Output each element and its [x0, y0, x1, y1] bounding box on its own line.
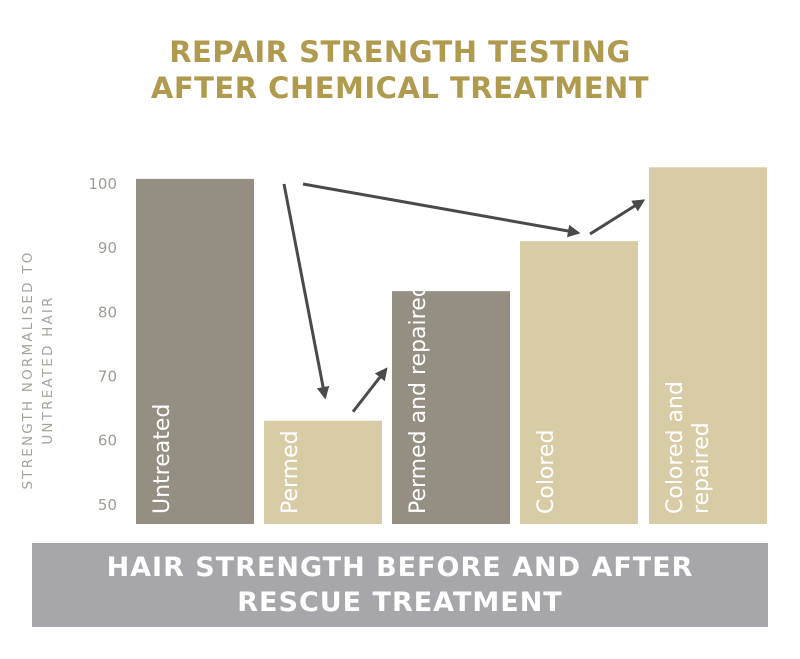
bar-label-untreated: Untreated	[150, 404, 175, 514]
arrows-group	[282, 182, 646, 413]
arrow-colored-to-colored-and-repaired	[589, 199, 646, 236]
y-tick-label-50: 50	[98, 496, 117, 514]
y-tick-label-90: 90	[98, 239, 117, 257]
banner-line-1: HAIR STRENGTH BEFORE AND AFTER	[106, 552, 694, 583]
y-ticks-group: 50 60 70 80 90 100	[88, 175, 117, 514]
y-tick-label-80: 80	[98, 303, 117, 321]
bar-colored	[520, 241, 638, 524]
bar-label-colored: Colored	[534, 430, 559, 514]
bar-label-permed: Permed	[278, 430, 303, 514]
bar-permed-and-repaired	[392, 291, 510, 524]
x-axis-banner: HAIR STRENGTH BEFORE AND AFTER RESCUE TR…	[32, 543, 768, 627]
y-tick-label-60: 60	[98, 432, 117, 450]
bars-group: Untreated Permed Permed and repaired Colore…	[136, 167, 767, 525]
arrow-untreated-to-colored	[302, 182, 581, 238]
bar-permed	[264, 420, 382, 524]
arrow-permed-to-permed-and-repaired	[351, 367, 388, 413]
bar-label-permed-and-repaired: Permed and repaired	[406, 283, 431, 514]
banner-line-2: RESCUE TREATMENT	[237, 587, 563, 618]
chart-title-line-2: AFTER CHEMICAL TREATMENT	[150, 71, 650, 105]
chart-title: REPAIR STRENGTH TESTING AFTER CHEMICAL T…	[0, 34, 800, 106]
y-tick-label-100: 100	[88, 175, 117, 193]
arrow-untreated-to-permed	[282, 183, 330, 400]
bar-untreated	[136, 178, 254, 524]
bar-colored-and-repaired	[649, 167, 767, 525]
y-tick-label-70: 70	[98, 367, 117, 385]
chart-title-line-1: REPAIR STRENGTH TESTING	[169, 35, 631, 69]
bar-label-colored-and-repaired: Colored andrepaired	[663, 381, 714, 514]
